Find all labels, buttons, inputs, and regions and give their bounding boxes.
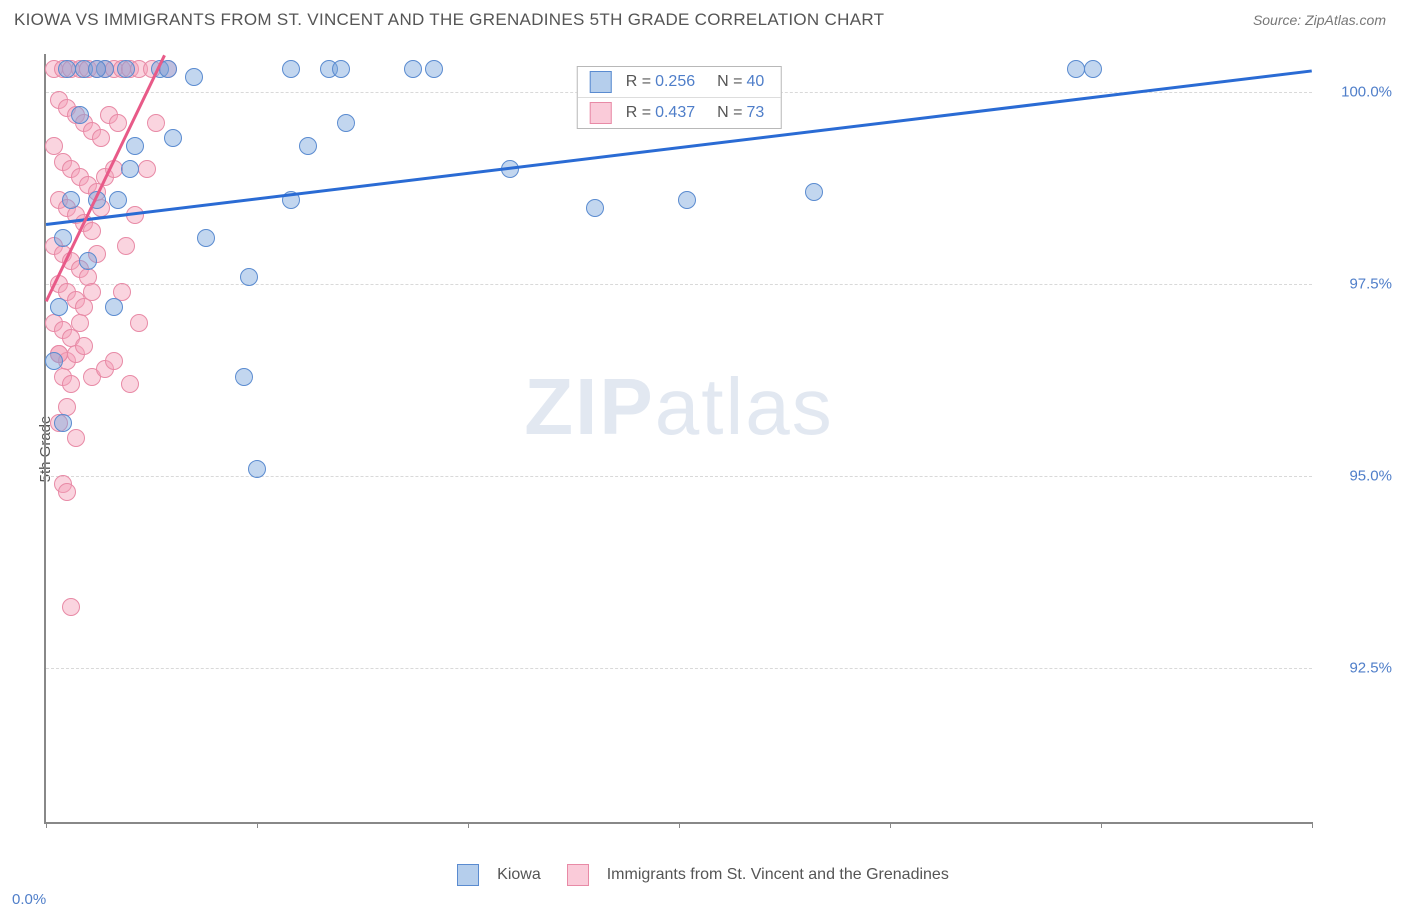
- data-point-blue: [79, 252, 97, 270]
- data-point-pink: [147, 114, 165, 132]
- data-point-pink: [58, 483, 76, 501]
- n-label: N =: [717, 73, 742, 91]
- y-gridline: [46, 668, 1312, 669]
- data-point-blue: [282, 60, 300, 78]
- data-point-blue: [126, 137, 144, 155]
- data-point-blue: [58, 60, 76, 78]
- data-point-blue: [88, 60, 106, 78]
- data-point-blue: [1067, 60, 1085, 78]
- x-tick: [468, 822, 469, 828]
- data-point-pink: [138, 160, 156, 178]
- x-tick: [890, 822, 891, 828]
- x-tick: [257, 822, 258, 828]
- x-tick: [1312, 822, 1313, 828]
- r-label: R =: [626, 73, 651, 91]
- data-point-blue: [105, 298, 123, 316]
- correlation-legend: R =0.256 N =40 R =0.437 N =73: [577, 66, 782, 129]
- series-legend-item-pink: Immigrants from St. Vincent and the Gren…: [567, 864, 949, 886]
- chart-title: KIOWA VS IMMIGRANTS FROM ST. VINCENT AND…: [14, 10, 884, 30]
- x-tick: [679, 822, 680, 828]
- legend-swatch-blue-icon: [590, 71, 612, 93]
- x-axis-start-label: 0.0%: [12, 891, 46, 908]
- series-legend: Kiowa Immigrants from St. Vincent and the…: [0, 864, 1406, 886]
- data-point-blue: [425, 60, 443, 78]
- data-point-blue: [54, 229, 72, 247]
- data-point-pink: [109, 114, 127, 132]
- watermark-bold: ZIP: [524, 362, 654, 451]
- plot-region: ZIPatlas R =0.256N =40R =0.437N =73 100.…: [44, 54, 1312, 824]
- data-point-blue: [45, 352, 63, 370]
- data-point-pink: [117, 237, 135, 255]
- data-point-blue: [678, 191, 696, 209]
- data-point-blue: [248, 460, 266, 478]
- y-tick-label: 92.5%: [1322, 660, 1392, 677]
- y-gridline: [46, 476, 1312, 477]
- legend-row-pink: R =0.437 N =73: [578, 98, 781, 128]
- data-point-blue: [197, 229, 215, 247]
- data-point-blue: [62, 191, 80, 209]
- y-tick-label: 97.5%: [1322, 276, 1392, 293]
- y-tick-label: 95.0%: [1322, 468, 1392, 485]
- data-point-pink: [83, 283, 101, 301]
- chart-area: 5th Grade ZIPatlas R =0.256N =40R =0.437…: [14, 44, 1396, 854]
- y-tick-label: 100.0%: [1322, 84, 1392, 101]
- legend-swatch-blue-icon: [457, 864, 479, 886]
- data-point-pink: [121, 375, 139, 393]
- data-point-blue: [50, 298, 68, 316]
- data-point-blue: [71, 106, 89, 124]
- n-value: 73: [746, 104, 764, 122]
- x-tick: [1101, 822, 1102, 828]
- data-point-blue: [404, 60, 422, 78]
- chart-source: Source: ZipAtlas.com: [1253, 12, 1386, 28]
- data-point-blue: [164, 129, 182, 147]
- chart-header: KIOWA VS IMMIGRANTS FROM ST. VINCENT AND…: [0, 0, 1406, 40]
- data-point-blue: [185, 68, 203, 86]
- series-name: Kiowa: [497, 866, 541, 884]
- y-gridline: [46, 284, 1312, 285]
- data-point-blue: [332, 60, 350, 78]
- n-label: N =: [717, 104, 742, 122]
- data-point-pink: [130, 314, 148, 332]
- legend-swatch-pink-icon: [567, 864, 589, 886]
- data-point-blue: [586, 199, 604, 217]
- data-point-blue: [54, 414, 72, 432]
- data-point-blue: [805, 183, 823, 201]
- data-point-blue: [117, 60, 135, 78]
- legend-swatch-pink-icon: [590, 102, 612, 124]
- data-point-blue: [235, 368, 253, 386]
- data-point-pink: [62, 375, 80, 393]
- data-point-blue: [159, 60, 177, 78]
- legend-row-blue: R =0.256 N =40: [578, 67, 781, 98]
- data-point-pink: [67, 429, 85, 447]
- data-point-blue: [337, 114, 355, 132]
- data-point-blue: [121, 160, 139, 178]
- data-point-blue: [1084, 60, 1102, 78]
- data-point-blue: [109, 191, 127, 209]
- watermark-light: atlas: [655, 362, 834, 451]
- r-label: R =: [626, 104, 651, 122]
- watermark: ZIPatlas: [524, 361, 833, 453]
- data-point-blue: [240, 268, 258, 286]
- r-value: 0.256: [655, 73, 695, 91]
- r-value: 0.437: [655, 104, 695, 122]
- x-tick: [46, 822, 47, 828]
- data-point-pink: [75, 337, 93, 355]
- series-legend-item-blue: Kiowa: [457, 864, 541, 886]
- data-point-pink: [92, 129, 110, 147]
- data-point-pink: [71, 314, 89, 332]
- series-name: Immigrants from St. Vincent and the Gren…: [607, 866, 949, 884]
- data-point-pink: [62, 598, 80, 616]
- data-point-pink: [105, 352, 123, 370]
- n-value: 40: [746, 73, 764, 91]
- data-point-pink: [83, 222, 101, 240]
- data-point-blue: [299, 137, 317, 155]
